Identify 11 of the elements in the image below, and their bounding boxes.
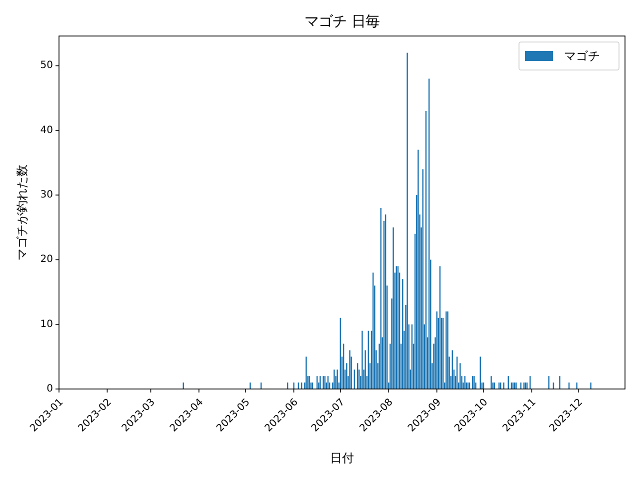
y-tick-label: 0 — [46, 384, 53, 394]
y-tick-label: 20 — [40, 254, 53, 266]
legend: マゴチ — [518, 42, 620, 70]
x-axis-title: 日付 — [330, 451, 354, 465]
y-tick-label: 10 — [40, 318, 53, 330]
y-axis-title: マゴチが釣れた数 — [15, 164, 29, 260]
y-tick-label: 40 — [40, 124, 53, 136]
y-tick-label: 30 — [40, 190, 53, 201]
legend-label: マゴチ — [564, 49, 600, 63]
y-tick-label: 50 — [40, 60, 53, 72]
chart-title: マゴチ 日毎 — [304, 14, 380, 30]
